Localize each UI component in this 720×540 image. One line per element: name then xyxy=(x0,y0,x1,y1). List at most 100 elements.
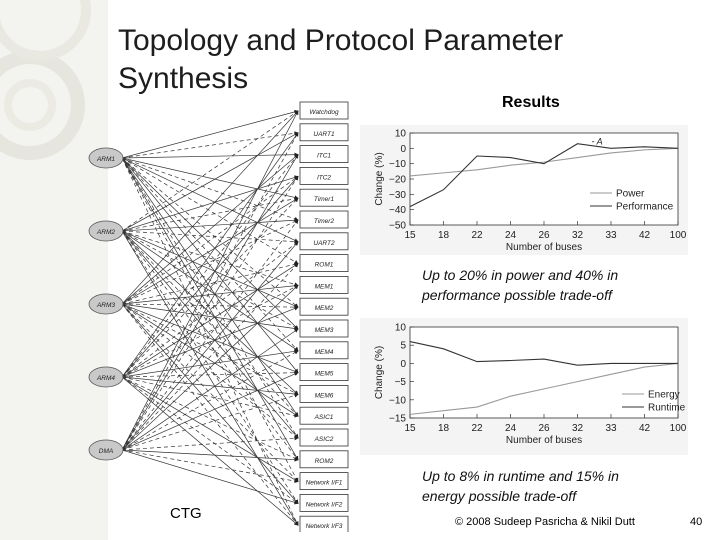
ctg-slave-label: Network I/F2 xyxy=(306,501,343,508)
x-axis-label: Number of buses xyxy=(506,435,582,446)
x-tick-label: 42 xyxy=(639,230,651,241)
ctg-edge xyxy=(122,111,298,304)
legend-label: Runtime xyxy=(648,403,686,414)
x-tick-label: 22 xyxy=(471,423,483,434)
x-tick-label: 32 xyxy=(572,230,584,241)
legend-label: Power xyxy=(616,189,645,200)
ctg-edge xyxy=(122,111,298,158)
y-tick-label: −40 xyxy=(389,205,406,216)
ctg-edge xyxy=(122,304,298,329)
caption2-line2: energy possible trade-off xyxy=(422,486,619,506)
ctg-edge xyxy=(122,155,298,158)
ctg-slave-label: Network I/F3 xyxy=(306,523,343,530)
ctg-slave-label: MEM2 xyxy=(315,305,334,312)
ctg-slave-label: ASIC2 xyxy=(314,436,334,443)
ctg-slave-node: ROM1 xyxy=(300,255,348,272)
slide-title: Topology and Protocol Parameter Synthesi… xyxy=(118,22,638,98)
ctg-edge xyxy=(122,176,298,450)
ctg-edge xyxy=(122,231,298,351)
plot-area xyxy=(410,327,678,418)
ctg-edge xyxy=(122,158,298,264)
ctg-slave-node: ROM2 xyxy=(300,451,348,468)
ctg-slave-node: ASIC1 xyxy=(300,407,348,424)
y-tick-label: −5 xyxy=(395,377,407,388)
ctg-slave-label: ASIC1 xyxy=(314,414,334,421)
ctg-slave-label: MEM4 xyxy=(315,349,334,356)
ctg-slave-label: ITC2 xyxy=(317,174,331,181)
ctg-edge xyxy=(122,133,298,158)
ctg-slave-node: Network I/F3 xyxy=(300,516,348,532)
ctg-master-label: ARM3 xyxy=(96,302,115,309)
legend-label: Performance xyxy=(616,202,674,213)
x-tick-label: 18 xyxy=(438,423,450,434)
x-tick-label: 42 xyxy=(639,423,651,434)
ctg-slave-label: ITC1 xyxy=(317,153,331,160)
ctg-edge xyxy=(122,158,298,329)
ctg-edge xyxy=(122,111,298,231)
x-tick-label: 18 xyxy=(438,230,450,241)
x-tick-label: 22 xyxy=(471,230,483,241)
ctg-edge xyxy=(122,231,298,503)
caption2-line1: Up to 8% in runtime and 15% in xyxy=(422,466,619,486)
ctg-slave-node: Timer1 xyxy=(300,189,348,206)
ctg-master-label: ARM4 xyxy=(96,375,115,382)
ctg-master-node: ARM3 xyxy=(89,294,123,314)
ctg-edge xyxy=(122,158,298,220)
ctg-slave-node: Timer2 xyxy=(300,211,348,228)
x-tick-label: 15 xyxy=(404,230,416,241)
ctg-slave-label: UART2 xyxy=(313,240,335,247)
ctg-label: CTG xyxy=(170,505,202,522)
x-tick-label: 15 xyxy=(404,423,416,434)
ctg-slave-label: Timer1 xyxy=(314,196,335,203)
y-tick-label: 10 xyxy=(395,323,407,334)
ctg-slave-node: MEM3 xyxy=(300,320,348,337)
ctg-edge xyxy=(122,264,298,304)
ctg-edge xyxy=(122,285,298,377)
ctg-slave-node: MEM4 xyxy=(300,342,348,359)
ctg-edge xyxy=(122,231,298,416)
ctg-edges xyxy=(122,111,298,525)
x-tick-label: 32 xyxy=(572,423,584,434)
ctg-master-node: DMA xyxy=(89,440,123,460)
ctg-edge xyxy=(122,242,298,450)
ctg-edge xyxy=(122,377,298,394)
ctg-master-node: ARM2 xyxy=(89,221,123,241)
ctg-edge xyxy=(122,231,298,285)
ctg-slave-label: Timer2 xyxy=(314,218,335,225)
page-number: 40 xyxy=(690,516,702,528)
y-axis-label: Change (%) xyxy=(374,152,385,205)
ctg-edge xyxy=(122,351,298,450)
caption1-line2: performance possible trade-off xyxy=(422,285,618,305)
y-tick-label: −10 xyxy=(389,159,406,170)
ctg-edge xyxy=(122,133,298,231)
x-axis-label: Number of buses xyxy=(506,242,582,253)
ctg-slave-label: Watchdog xyxy=(309,109,339,116)
ctg-slave-node: Network I/F1 xyxy=(300,473,348,490)
ctg-slave-node: UART2 xyxy=(300,233,348,250)
ctg-slave-label: Network I/F1 xyxy=(306,480,343,487)
y-tick-label: 0 xyxy=(400,144,406,155)
ctg-edge xyxy=(122,231,298,307)
ctg-slave-node: UART1 xyxy=(300,124,348,141)
caption-energy-runtime: Up to 8% in runtime and 15% in energy po… xyxy=(422,466,619,506)
ctg-edge xyxy=(122,304,298,503)
ctg-slave-node: MEM1 xyxy=(300,276,348,293)
ctg-master-node: ARM1 xyxy=(89,148,123,168)
ctg-slave-label: MEM6 xyxy=(315,392,334,399)
ctg-slave-label: MEM5 xyxy=(315,371,334,378)
y-tick-label: 10 xyxy=(395,129,407,140)
ctg-edge xyxy=(122,304,298,307)
y-tick-label: −10 xyxy=(389,395,406,406)
x-tick-label: 26 xyxy=(538,230,550,241)
ctg-slave-label: MEM1 xyxy=(315,283,334,290)
ctg-diagram: Watchdog UART1 ITC1 ITC2 Timer1 Timer2 UART2 RO… xyxy=(88,92,350,532)
x-tick-label: 33 xyxy=(605,423,617,434)
caption1-line1: Up to 20% in power and 40% in xyxy=(422,265,618,285)
ctg-edge xyxy=(122,373,298,450)
ctg-edge xyxy=(122,158,298,198)
ctg-edge xyxy=(122,377,298,482)
caption-power-performance: Up to 20% in power and 40% in performanc… xyxy=(422,265,618,305)
x-tick-label: 26 xyxy=(538,423,550,434)
legend-label: Energy xyxy=(648,390,680,401)
